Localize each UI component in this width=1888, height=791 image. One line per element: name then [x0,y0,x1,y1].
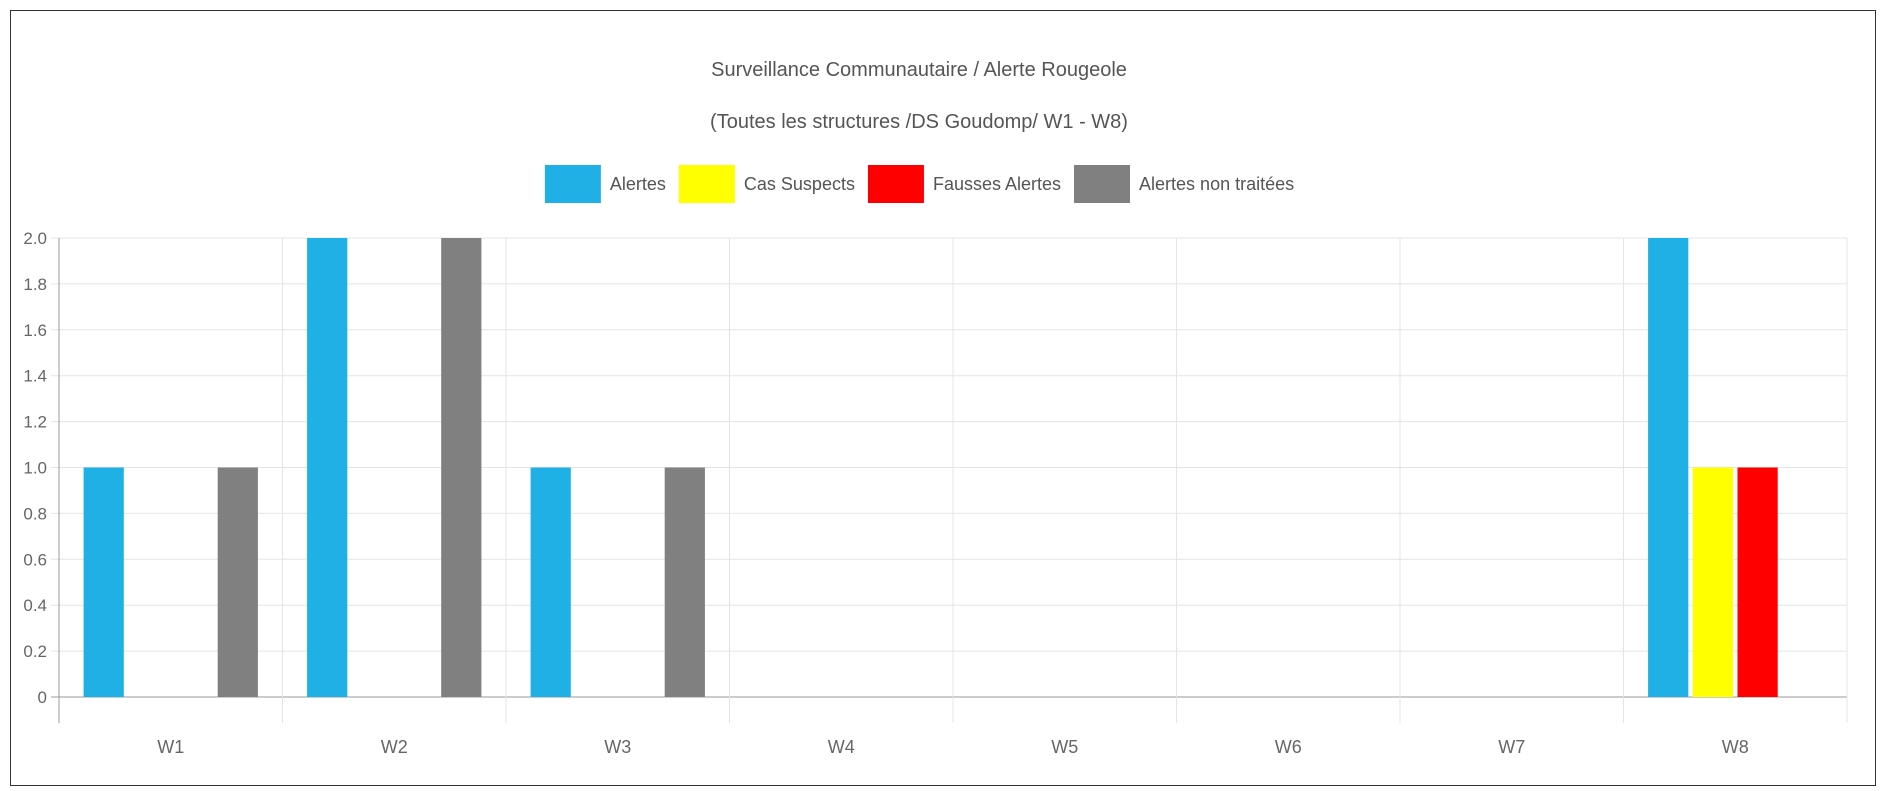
legend-swatch [1072,163,1133,205]
y-tick-label: 0.2 [23,642,47,661]
y-tick-label: 1.4 [23,367,47,386]
y-tick-label: 1.0 [23,459,47,478]
bar-cas-suspects-w8[interactable] [1692,467,1734,698]
y-tick-label: 0.6 [23,550,47,569]
bar-alertes-w3[interactable] [530,467,571,698]
legend-label: Alertes non traitées [1139,174,1294,194]
legend-item-fausses-alertes[interactable]: Fausses Alertes [865,163,1061,205]
legend-item-alertes-non-trait-es[interactable]: Alertes non traitées [1072,163,1294,205]
x-tick-label: W7 [1498,737,1525,757]
legend-swatch [865,163,926,205]
x-tick-label: W6 [1275,737,1302,757]
legend-label: Fausses Alertes [933,174,1061,194]
chart-subtitle: (Toutes les structures /DS Goudomp/ W1 -… [710,111,1128,133]
legend-label: Alertes [610,174,666,194]
chart-frame: 0 0.2 0.4 0.6 0.8 1.0 1.2 1.4 1.6 1.8 2.0 W1 W2 W3 W4 W… [10,10,1876,786]
x-tick-label: W3 [604,737,631,757]
bar-chart: 0 0.2 0.4 0.6 0.8 1.0 1.2 1.4 1.6 1.8 2.0 W1 W2 W3 W4 W… [23,59,1848,757]
y-tick-label: 0.4 [23,596,47,615]
x-tick-label: W8 [1722,737,1749,757]
bar-alertes-w1[interactable] [83,467,124,698]
x-tick-label: W4 [828,737,855,757]
y-tick-label: 2.0 [23,229,47,248]
bar-fausses-alertes-w8[interactable] [1737,467,1778,698]
y-tick-label: 1.2 [23,413,47,432]
legend-swatch [542,163,603,205]
x-tick-label: W5 [1051,737,1078,757]
y-tick-label: 1.6 [23,321,47,340]
y-tick-label: 0 [38,688,47,707]
x-tick-label: W1 [157,737,184,757]
y-tick-label: 0.8 [23,504,47,523]
bar-alertes-w2[interactable] [307,238,348,697]
legend-item-alertes[interactable]: Alertes [542,163,666,205]
chart-title: Surveillance Communautaire / Alerte Roug… [711,59,1127,81]
bar-alertes-non-trait-es-w1[interactable] [217,467,258,698]
bar-alertes-non-trait-es-w3[interactable] [664,467,705,698]
x-tick-label: W2 [381,737,408,757]
y-tick-label: 1.8 [23,275,47,294]
legend-swatch [676,163,737,205]
legend-item-cas-suspects[interactable]: Cas Suspects [676,163,855,205]
bar-alertes-w8[interactable] [1648,238,1689,697]
legend-label: Cas Suspects [744,174,855,194]
bar-alertes-non-trait-es-w2[interactable] [441,238,482,697]
